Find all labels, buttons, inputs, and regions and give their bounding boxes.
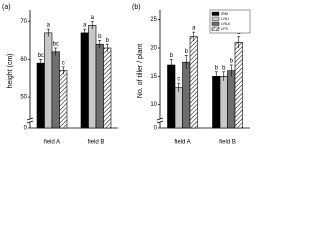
significance-letter: c — [62, 60, 65, 66]
y-axis-label: No. of tiller / plant — [137, 44, 144, 99]
significance-letter: b — [170, 53, 174, 59]
bar — [59, 70, 68, 129]
break-mark — [156, 117, 164, 121]
bar — [227, 70, 236, 129]
y-tick-label: 0 — [154, 126, 158, 132]
bar — [44, 32, 53, 129]
x-tick-label: field B — [219, 140, 236, 146]
legend-label: I-RLII — [221, 22, 230, 26]
legend-swatch — [211, 16, 220, 21]
legend-label: LFS — [221, 27, 228, 31]
y-tick-label: 50 — [20, 95, 27, 101]
significance-letter: b — [185, 49, 189, 55]
significance-letter: a — [192, 26, 196, 32]
significance-letter: bc — [38, 53, 44, 59]
significance-letter: b — [215, 65, 219, 71]
x-tick-label: field A — [44, 140, 60, 146]
panel-title: (a) — [2, 4, 11, 11]
bar — [234, 42, 243, 129]
significance-letter: a — [47, 23, 51, 29]
bar — [219, 76, 228, 129]
significance-letter: b — [230, 59, 234, 65]
bar — [167, 64, 176, 129]
bar — [80, 32, 89, 129]
y-tick-label: 20 — [150, 46, 157, 52]
axis-break — [26, 119, 120, 122]
legend-swatch — [211, 11, 220, 16]
y-tick-label: 10 — [150, 102, 157, 108]
y-tick-label: 0 — [24, 126, 28, 132]
bar — [174, 87, 183, 129]
significance-letter: bc — [53, 42, 59, 48]
significance-letter: c — [177, 77, 180, 83]
bar — [95, 43, 104, 129]
legend-label: I-RLI — [221, 17, 229, 21]
y-tick-label: 25 — [150, 17, 157, 23]
significance-letter: b — [222, 65, 226, 71]
legend-swatch — [211, 26, 220, 31]
y-axis-label: height (cm) — [7, 53, 14, 88]
y-tick-label: 15 — [150, 74, 157, 80]
legend-box — [209, 9, 251, 34]
bar — [36, 62, 45, 129]
axis-break — [156, 119, 252, 122]
bar — [51, 51, 60, 129]
bar — [88, 25, 97, 129]
significance-letter: b — [106, 38, 110, 44]
break-mark — [26, 117, 34, 121]
break-mark — [26, 120, 34, 124]
x-tick-label: field B — [88, 140, 105, 146]
significance-letter: a — [83, 23, 87, 29]
legend-swatch — [211, 21, 220, 26]
significance-letter: a — [91, 15, 95, 21]
bar — [182, 61, 191, 129]
panel-title: (b) — [132, 4, 141, 11]
bar — [189, 36, 198, 129]
legend-label: IRM — [221, 12, 228, 16]
x-tick-label: field A — [174, 140, 190, 146]
break-mark — [156, 120, 164, 124]
bar — [212, 76, 221, 129]
significance-letter: b — [98, 34, 102, 40]
bar — [103, 47, 112, 129]
significance-letter: a — [237, 30, 241, 36]
y-tick-label: 70 — [20, 19, 27, 25]
y-tick-label: 60 — [20, 57, 27, 63]
